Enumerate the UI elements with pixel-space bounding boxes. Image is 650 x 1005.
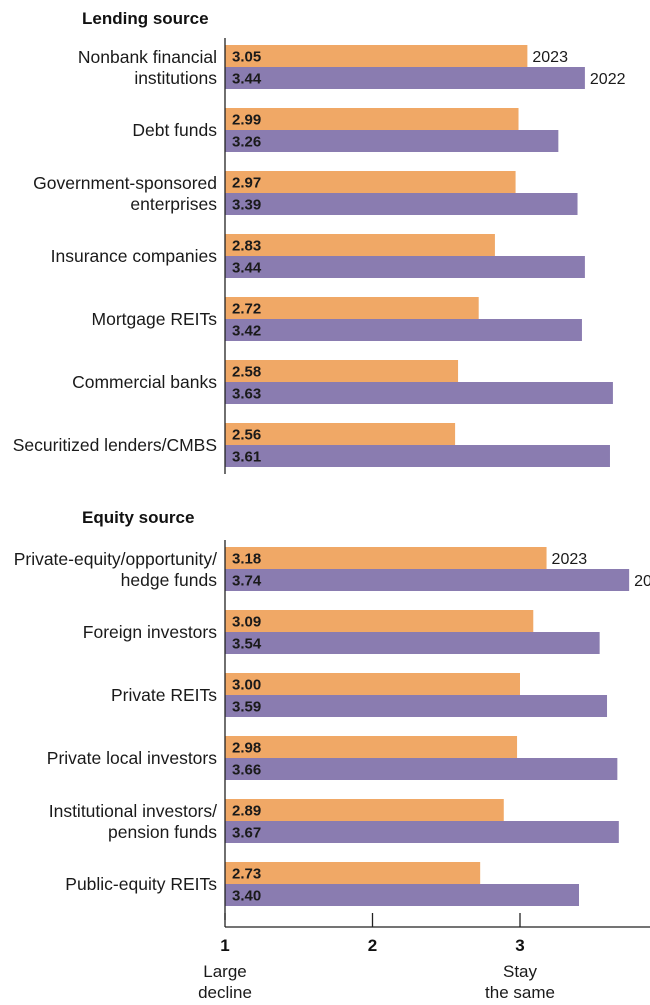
equity-legend-2023: 2023: [552, 551, 588, 568]
lending-legend-2022: 2022: [590, 71, 626, 88]
lending-legend-2023: 2023: [532, 49, 568, 66]
x-tick-description: Stay: [503, 962, 538, 981]
lending-bar-2023: [225, 171, 516, 193]
equity-value-label: 2.98: [232, 740, 261, 757]
equity-value-label: 3.09: [232, 614, 261, 631]
equity-value-label: 3.67: [232, 825, 261, 842]
equity-bar-2023: [225, 673, 520, 695]
equity-category-label: Private-equity/opportunity/hedge funds: [14, 549, 218, 590]
equity-bar-2022: [225, 758, 618, 780]
lending-value-label: 3.05: [232, 49, 261, 66]
lending-value-label: 2.97: [232, 175, 261, 192]
equity-value-label: 2.89: [232, 803, 261, 820]
lending-section-title: Lending source: [82, 9, 209, 28]
lending-value-label: 3.44: [232, 71, 262, 88]
equity-category-label: Public-equity REITs: [65, 874, 217, 894]
equity-bar-2022: [225, 569, 630, 591]
lending-bar-2023: [225, 108, 519, 130]
x-tick-description: Large: [203, 962, 246, 981]
lending-category-label: Nonbank financial institutions: [78, 47, 217, 88]
lending-category-label: Mortgage REITs: [92, 309, 218, 329]
lending-category-label: Insurance companies: [51, 246, 218, 266]
equity-value-label: 3.00: [232, 677, 261, 694]
equity-bar-2022: [225, 884, 579, 906]
lending-bar-2023: [225, 423, 456, 445]
equity-category-label: Foreign investors: [83, 622, 217, 642]
lending-bar-2022: [225, 382, 613, 404]
lending-category-label: Government-sponsored enterprises: [33, 173, 217, 214]
lending-bar-2023: [225, 360, 459, 382]
lending-bar-2022: [225, 193, 578, 215]
lending-value-label: 2.58: [232, 364, 261, 381]
lending-category-label: Commercial banks: [72, 372, 217, 392]
lending-bar-2023: [225, 297, 479, 319]
equity-bar-2023: [225, 799, 504, 821]
lending-value-label: 3.42: [232, 323, 261, 340]
lending-value-label: 3.39: [232, 197, 261, 214]
lending-bar-2022: [225, 67, 585, 89]
x-tick-description: the same: [485, 983, 555, 1002]
lending-value-label: 3.61: [232, 449, 261, 466]
equity-bar-2023: [225, 736, 518, 758]
lending-bar-2022: [225, 130, 559, 152]
equity-value-label: 2.73: [232, 866, 261, 883]
equity-value-label: 3.74: [232, 573, 262, 590]
equity-value-label: 3.66: [232, 762, 261, 779]
equity-category-label: Institutional investors/pension funds: [49, 801, 218, 842]
lending-value-label: 2.72: [232, 301, 261, 318]
x-tick-label: 3: [515, 936, 524, 955]
lending-category-label: Securitized lenders/CMBS: [13, 435, 217, 455]
equity-value-label: 3.18: [232, 551, 261, 568]
equity-value-label: 3.59: [232, 699, 261, 716]
lending-bar-2022: [225, 445, 610, 467]
lending-value-label: 3.44: [232, 260, 262, 277]
equity-bar-2022: [225, 821, 619, 843]
lending-category-label: Debt funds: [132, 120, 217, 140]
equity-section-title: Equity source: [82, 508, 194, 527]
equity-bar-2022: [225, 632, 600, 654]
equity-category-label: Private local investors: [47, 748, 217, 768]
x-tick-label: 2: [368, 936, 377, 955]
equity-category-label: Private REITs: [111, 685, 217, 705]
equity-legend-2022: 2022: [634, 573, 650, 590]
equity-bar-2023: [225, 862, 481, 884]
lending-bar-2023: [225, 45, 528, 67]
equity-value-label: 3.54: [232, 636, 262, 653]
lending-bar-2022: [225, 256, 585, 278]
lending-value-label: 2.99: [232, 112, 261, 129]
lending-bar-2022: [225, 319, 582, 341]
equity-bar-2023: [225, 610, 534, 632]
lending-value-label: 2.83: [232, 238, 261, 255]
equity-value-label: 3.40: [232, 888, 261, 905]
lending-bar-2023: [225, 234, 495, 256]
equity-bar-2022: [225, 695, 608, 717]
lending-value-label: 2.56: [232, 427, 261, 444]
equity-bar-2023: [225, 547, 547, 569]
lending-value-label: 3.63: [232, 386, 261, 403]
lending-value-label: 3.26: [232, 134, 261, 151]
x-tick-label: 1: [220, 936, 229, 955]
x-tick-description: decline: [198, 983, 252, 1002]
